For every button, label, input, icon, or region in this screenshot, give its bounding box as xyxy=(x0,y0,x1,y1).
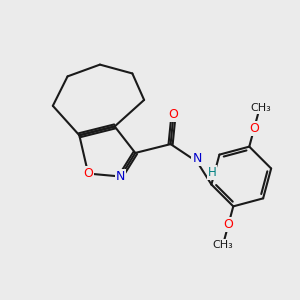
Text: N: N xyxy=(192,152,202,165)
Text: O: O xyxy=(169,108,178,121)
Text: O: O xyxy=(83,167,93,180)
Text: O: O xyxy=(224,218,233,231)
Text: H: H xyxy=(208,166,216,178)
Text: CH₃: CH₃ xyxy=(213,240,233,250)
Text: N: N xyxy=(116,170,125,183)
Text: O: O xyxy=(249,122,259,135)
Text: CH₃: CH₃ xyxy=(251,103,272,113)
